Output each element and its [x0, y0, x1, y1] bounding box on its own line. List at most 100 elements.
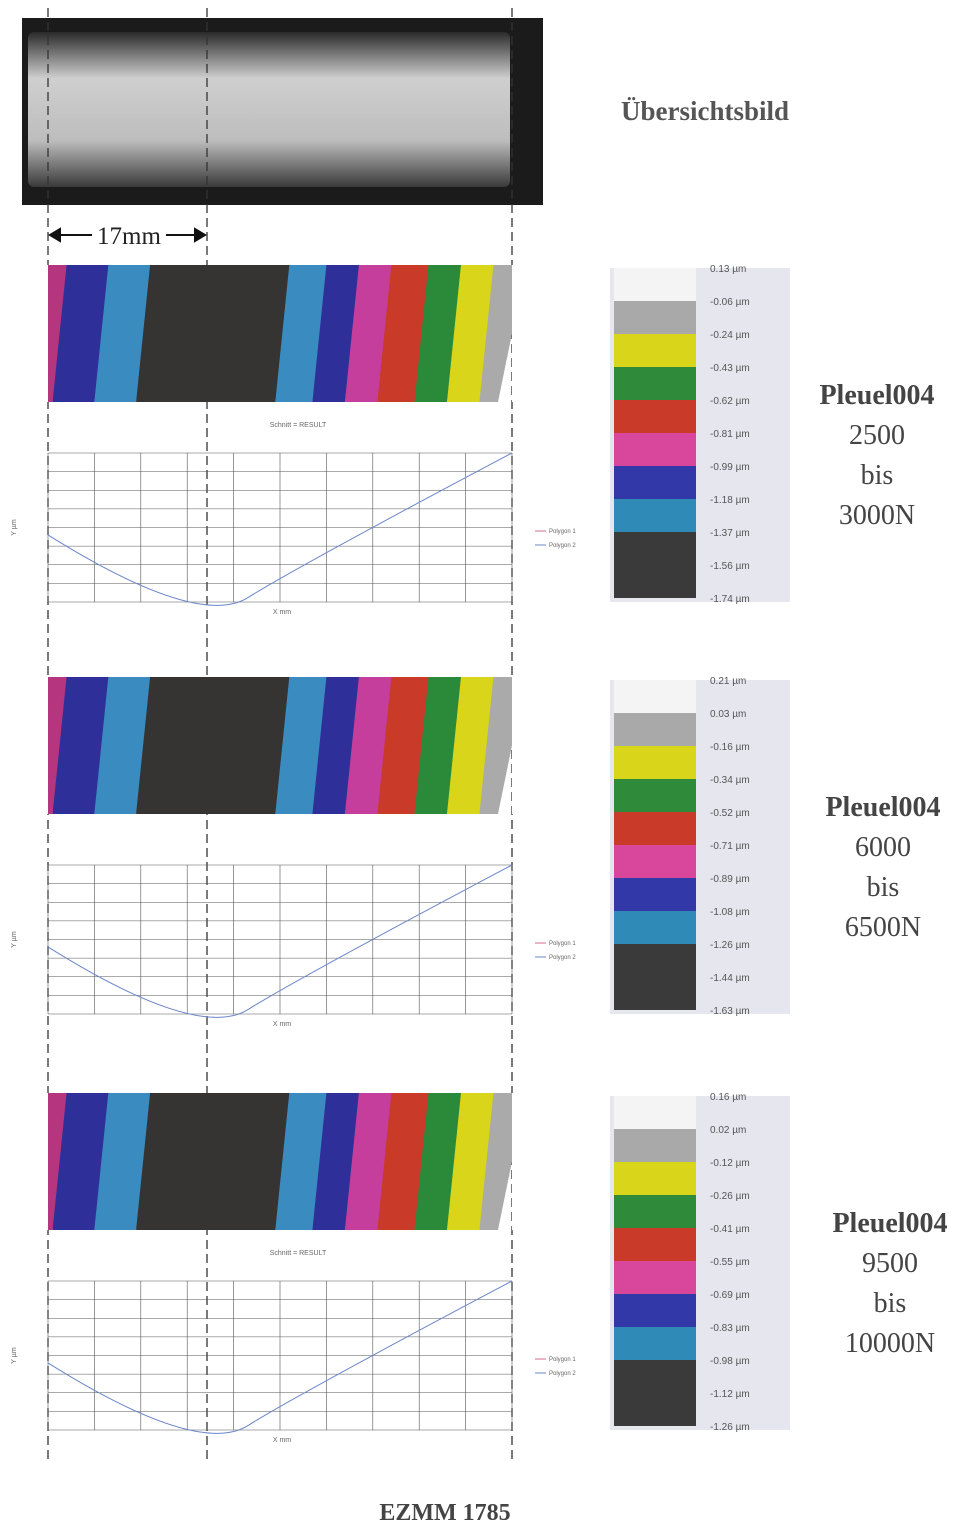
y-axis-label: Y µm	[11, 1347, 18, 1364]
scale-band	[614, 301, 696, 334]
scale-band	[614, 1129, 696, 1162]
scale-band	[614, 812, 696, 845]
profile-curve	[47, 864, 513, 1018]
profile-grid	[47, 452, 513, 603]
color-map-band	[136, 265, 304, 402]
scale-value: -0.34 µm	[710, 775, 750, 786]
load-range: 6500N	[845, 912, 921, 943]
scale-value: -0.55 µm	[710, 1257, 750, 1268]
scale-band	[614, 532, 696, 565]
scale-band	[614, 268, 696, 301]
scale-band	[614, 1327, 696, 1360]
scale-value: -0.52 µm	[710, 808, 750, 819]
legend-entry: Polygon 1	[549, 1357, 576, 1363]
scale-value: 0.13 µm	[710, 264, 746, 275]
load-range: 3000N	[839, 500, 915, 531]
scale-value: -1.56 µm	[710, 561, 750, 572]
scale-value: -0.24 µm	[710, 330, 750, 341]
scale-band	[614, 1360, 696, 1393]
scale-band	[614, 400, 696, 433]
scale-value: -1.08 µm	[710, 907, 750, 918]
overview-photo	[28, 32, 510, 187]
load-range: 10000N	[845, 1328, 935, 1359]
scale-value: -1.12 µm	[710, 1389, 750, 1400]
scale-value: -1.44 µm	[710, 973, 750, 984]
scale-value: -0.89 µm	[710, 874, 750, 885]
scale-value: 0.16 µm	[710, 1092, 746, 1103]
scale-value: -0.83 µm	[710, 1323, 750, 1334]
scale-band	[614, 944, 696, 977]
scale-value: -0.43 µm	[710, 363, 750, 374]
profile-grid	[47, 1280, 513, 1431]
scale-band	[614, 334, 696, 367]
color-map-band	[136, 677, 304, 814]
y-axis-label: Y µm	[11, 519, 18, 536]
profile-grid	[47, 864, 513, 1015]
section-caption: Schnitt = RESULT	[270, 1250, 327, 1257]
scale-band	[614, 1195, 696, 1228]
x-axis-label: X mm	[273, 1021, 291, 1028]
scale-band	[614, 911, 696, 944]
scale-band	[614, 1294, 696, 1327]
scale-value: 0.03 µm	[710, 709, 746, 720]
load-range: 9500	[862, 1248, 918, 1279]
y-axis-label: Y µm	[11, 931, 18, 948]
color-map-mask	[0, 1093, 48, 1230]
color-map-mask	[0, 677, 48, 814]
x-axis-label: X mm	[273, 1437, 291, 1444]
profile-curve	[47, 452, 513, 606]
load-range: bis	[861, 460, 894, 491]
scale-band	[614, 779, 696, 812]
scale-value: -0.98 µm	[710, 1356, 750, 1367]
scale-value: -0.26 µm	[710, 1191, 750, 1202]
specimen-name: Pleuel004	[825, 792, 940, 823]
load-range: 6000	[855, 832, 911, 863]
scale-band	[614, 1096, 696, 1129]
dimension-label: 17mm	[97, 223, 161, 250]
scale-value: -0.41 µm	[710, 1224, 750, 1235]
scale-value: -1.63 µm	[710, 1006, 750, 1017]
scale-value: -0.16 µm	[710, 742, 750, 753]
scale-value: -1.37 µm	[710, 528, 750, 539]
section-caption: Schnitt = RESULT	[270, 422, 327, 429]
legend-entry: Polygon 2	[549, 955, 576, 961]
specimen-name: Pleuel004	[819, 380, 934, 411]
scale-band	[614, 466, 696, 499]
scale-band	[614, 713, 696, 746]
legend-entry: Polygon 2	[549, 543, 576, 549]
scale-band	[614, 680, 696, 713]
x-axis-label: X mm	[273, 609, 291, 616]
specimen-name: Pleuel004	[832, 1208, 947, 1239]
scale-value: -1.26 µm	[710, 1422, 750, 1433]
scale-value: -0.69 µm	[710, 1290, 750, 1301]
footer: EZMM 1785	[379, 1500, 510, 1526]
scale-band	[614, 433, 696, 466]
load-range: bis	[867, 872, 900, 903]
legend-entry: Polygon 1	[549, 529, 576, 535]
scale-band	[614, 499, 696, 532]
scale-band	[614, 1162, 696, 1195]
color-map-mask	[512, 265, 542, 402]
scale-band	[614, 878, 696, 911]
scale-band	[614, 1261, 696, 1294]
legend-entry: Polygon 1	[549, 941, 576, 947]
scale-band	[614, 1393, 696, 1426]
scale-value: -0.71 µm	[710, 841, 750, 852]
color-map-mask	[512, 1093, 542, 1230]
load-range: 2500	[849, 420, 905, 451]
scale-value: -1.26 µm	[710, 940, 750, 951]
scale-value: -1.74 µm	[710, 594, 750, 605]
scale-value: -0.99 µm	[710, 462, 750, 473]
dimension-arrow	[48, 227, 207, 243]
color-map-mask	[512, 677, 542, 814]
scale-value: -0.06 µm	[710, 297, 750, 308]
scale-band	[614, 746, 696, 779]
load-range: bis	[874, 1288, 907, 1319]
scale-value: -0.62 µm	[710, 396, 750, 407]
scale-band	[614, 565, 696, 598]
scale-value: 0.21 µm	[710, 676, 746, 687]
overview-title: Übersichtsbild	[621, 96, 789, 126]
legend-entry: Polygon 2	[549, 1371, 576, 1377]
scale-band	[614, 1228, 696, 1261]
